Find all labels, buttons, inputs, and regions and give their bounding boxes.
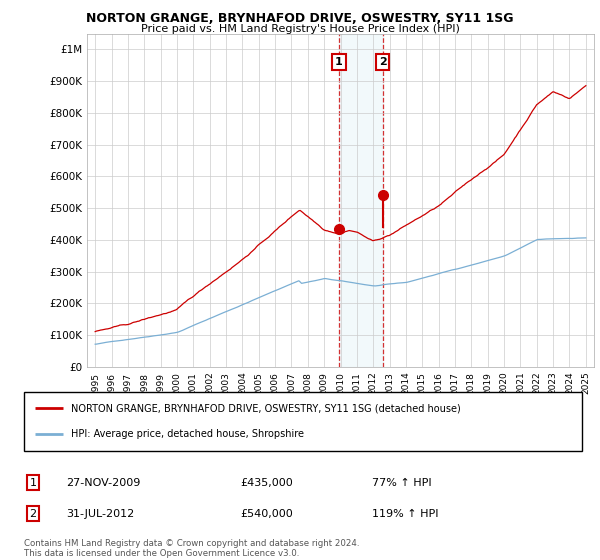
- Text: 2: 2: [379, 57, 386, 67]
- Text: 2: 2: [29, 508, 37, 519]
- Text: 119% ↑ HPI: 119% ↑ HPI: [372, 508, 439, 519]
- Text: 27-NOV-2009: 27-NOV-2009: [66, 478, 140, 488]
- Text: NORTON GRANGE, BRYNHAFOD DRIVE, OSWESTRY, SY11 1SG: NORTON GRANGE, BRYNHAFOD DRIVE, OSWESTRY…: [86, 12, 514, 25]
- Bar: [339, 34, 383, 367]
- Text: £540,000: £540,000: [240, 508, 293, 519]
- Text: 1: 1: [335, 57, 343, 67]
- FancyBboxPatch shape: [24, 392, 582, 451]
- Text: NORTON GRANGE, BRYNHAFOD DRIVE, OSWESTRY, SY11 1SG (detached house): NORTON GRANGE, BRYNHAFOD DRIVE, OSWESTRY…: [71, 403, 461, 413]
- Text: Price paid vs. HM Land Registry's House Price Index (HPI): Price paid vs. HM Land Registry's House …: [140, 24, 460, 34]
- Text: 1: 1: [29, 478, 37, 488]
- Text: Contains HM Land Registry data © Crown copyright and database right 2024.
This d: Contains HM Land Registry data © Crown c…: [24, 539, 359, 558]
- Text: 77% ↑ HPI: 77% ↑ HPI: [372, 478, 431, 488]
- Text: 31-JUL-2012: 31-JUL-2012: [66, 508, 134, 519]
- Text: £435,000: £435,000: [240, 478, 293, 488]
- Text: HPI: Average price, detached house, Shropshire: HPI: Average price, detached house, Shro…: [71, 430, 304, 440]
